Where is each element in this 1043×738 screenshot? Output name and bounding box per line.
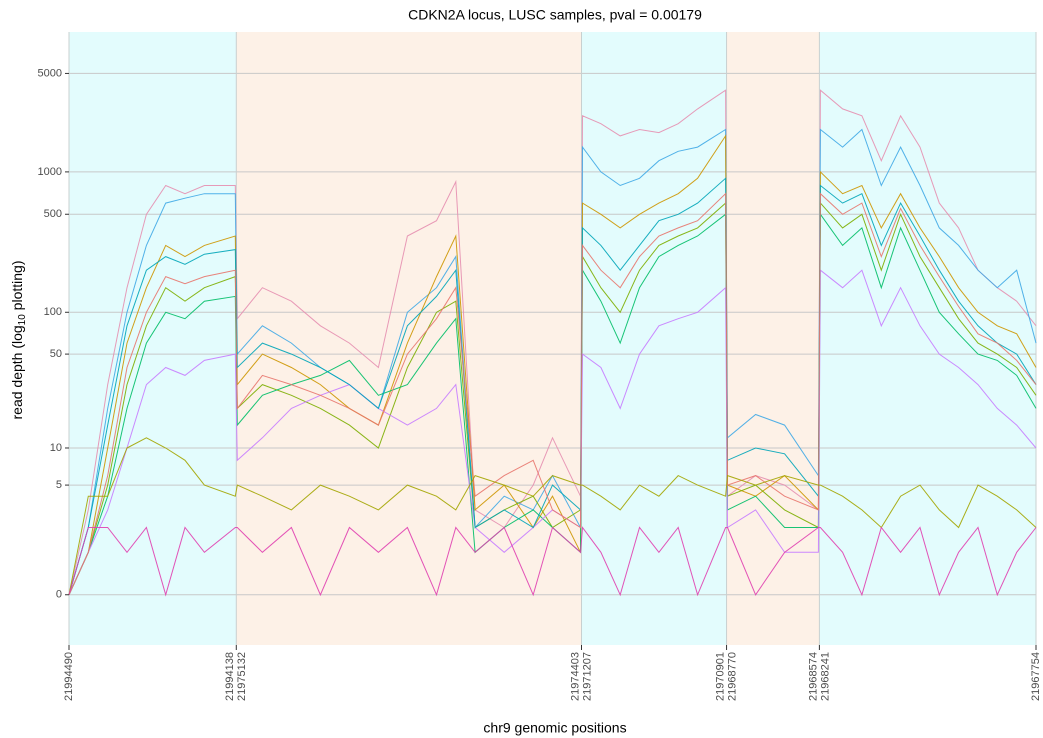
- y-tick-label: 5000: [38, 67, 62, 79]
- region: [69, 32, 237, 645]
- x-tick-label: 21968770: [726, 652, 738, 701]
- y-tick-label: 0: [56, 589, 62, 601]
- series-lines: [68, 89, 1037, 597]
- x-tick-label: 21994138: [224, 652, 236, 701]
- y-axis-title-part: read depth (log: [9, 325, 25, 419]
- x-tick-label: 21968241: [819, 652, 831, 701]
- series-line: [68, 192, 1037, 596]
- region: [819, 32, 1036, 645]
- y-tick-label: 50: [50, 348, 62, 360]
- x-tick-label: 21975132: [236, 652, 248, 701]
- y-tick-label: 1000: [38, 166, 62, 178]
- x-tick-label: 21968574: [807, 652, 819, 701]
- x-tick-label: 21967754: [1030, 652, 1042, 701]
- y-tick-label: 5: [56, 479, 62, 491]
- x-tick-label: 21974403: [569, 652, 581, 701]
- x-axis-title: chr9 genomic positions: [483, 720, 626, 736]
- series-line: [68, 128, 1037, 595]
- series-line: [68, 437, 1037, 595]
- series-line: [68, 134, 1037, 596]
- series-line: [68, 177, 1037, 595]
- y-tick-label: 100: [44, 306, 62, 318]
- x-tick-label: 21970901: [714, 652, 726, 701]
- x-tick-label: 21994490: [63, 652, 75, 701]
- y-axis-title-sub: 10: [17, 314, 28, 326]
- chart-title: CDKN2A locus, LUSC samples, pval = 0.001…: [408, 7, 702, 23]
- series-line: [68, 269, 1037, 596]
- y-axis-title-part: plotting): [9, 260, 25, 314]
- series-line: [68, 526, 1037, 597]
- plot-background: [69, 32, 1036, 645]
- x-tick-label: 21971207: [581, 652, 593, 701]
- y-tick-label: 10: [50, 442, 62, 454]
- region: [726, 32, 820, 645]
- grid: [68, 32, 1037, 645]
- series-line: [68, 89, 1037, 595]
- y-axis-title: read depth (log10 plotting): [9, 260, 28, 419]
- y-tick-label: 500: [44, 208, 62, 220]
- region: [581, 32, 727, 645]
